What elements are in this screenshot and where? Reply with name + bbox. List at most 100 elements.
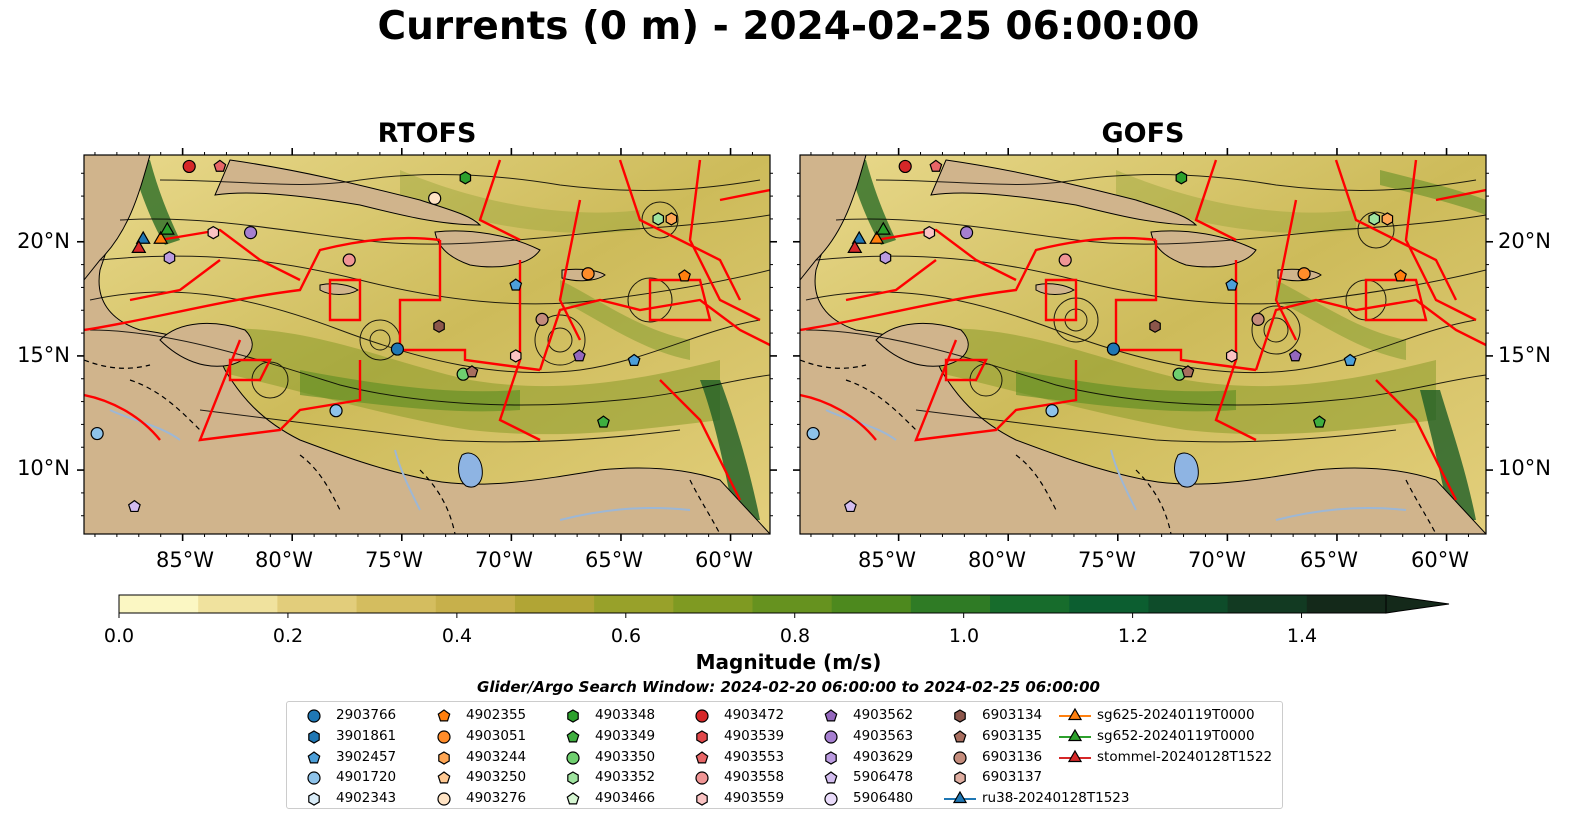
- colorbar-segment: [1148, 595, 1229, 613]
- legend-shape: [824, 792, 838, 806]
- glider-marker: [875, 221, 891, 235]
- float-marker: [1045, 404, 1059, 418]
- lon-labels-gofs: 85°W 80°W 75°W 70°W 65°W 60°W: [858, 548, 1469, 572]
- float-marker: [1181, 365, 1195, 378]
- colorbar-frame: [118, 594, 1387, 614]
- glider-marker: [131, 239, 147, 253]
- glider-marker: [847, 239, 863, 253]
- land-central-america: [84, 155, 770, 534]
- legend-label: 4903349: [595, 727, 656, 744]
- float-marker: [1175, 171, 1188, 185]
- panel-title-gofs: GOFS: [1101, 118, 1185, 149]
- colorbar-segment: [277, 595, 358, 613]
- legend-label: 4902343: [336, 790, 397, 807]
- legend-marker-icon: [567, 771, 579, 786]
- legend-label: 4903051: [466, 727, 527, 744]
- lat-tick-label: 15°N: [1498, 343, 1551, 367]
- legend-shape: [567, 771, 579, 786]
- legend-label: 2903766: [336, 707, 397, 723]
- colorbar-segment: [198, 595, 278, 613]
- legend-label: 4903352: [595, 769, 656, 786]
- float-markers: [90, 159, 1407, 513]
- colorbar-tick-label: 0.0: [104, 625, 134, 647]
- float-marker: [1058, 253, 1072, 267]
- lon-tick-label: 80°W: [255, 548, 313, 572]
- legend-marker-icon: [825, 750, 837, 765]
- legend-shape: [953, 750, 967, 765]
- lon-tick-label: 85°W: [858, 548, 916, 572]
- colorbar-segment: [1069, 595, 1149, 613]
- legend-label: 6903134: [982, 707, 1043, 723]
- legend-shape: [307, 771, 321, 785]
- legend-marker-icon: [953, 750, 967, 765]
- legend-shape: [953, 730, 967, 743]
- axis-ticks: [77, 148, 1493, 541]
- float-marker: [572, 349, 586, 362]
- legend-triangle: [1067, 707, 1083, 721]
- colorbar-tick-label: 1.0: [949, 625, 979, 647]
- float-marker: [342, 253, 356, 267]
- colorbar-tick-label: 0.6: [611, 625, 641, 647]
- legend-marker-icon: [438, 750, 450, 765]
- panel-title-rtofs: RTOFS: [377, 118, 477, 149]
- land-cuba: [930, 159, 1198, 226]
- land-honduras-bulge: [875, 322, 969, 367]
- float-marker: [163, 251, 176, 265]
- legend-label: sg625-20240119T0000: [1097, 707, 1255, 723]
- lon-tick-label: 75°W: [1078, 548, 1136, 572]
- float-marker: [678, 269, 691, 282]
- legend-marker-icon: [437, 730, 451, 744]
- lon-tick-label: 65°W: [585, 548, 643, 572]
- legend-label: sg652-20240119T0000: [1097, 727, 1255, 744]
- streamlines: [805, 174, 1486, 443]
- lon-tick-label: 70°W: [475, 548, 533, 572]
- lat-tick-label: 10°N: [17, 456, 70, 480]
- legend-marker-icon: [307, 709, 321, 723]
- legend-shape: [307, 750, 321, 764]
- float-marker: [959, 226, 974, 240]
- eez-boundaries: [84, 159, 770, 501]
- lat-tick-label: 15°N: [17, 343, 70, 367]
- figure-title: Currents (0 m) - 2024-02-25 06:00:00: [377, 4, 1200, 49]
- legend-marker-icon: [1059, 728, 1091, 741]
- lat-tick-label: 20°N: [1498, 229, 1551, 253]
- streamlines: [89, 174, 770, 443]
- legend-marker-icon: [695, 709, 709, 723]
- legend-marker-icon: [695, 771, 709, 785]
- colorbar-segment: [514, 595, 595, 613]
- legend-shape: [824, 709, 838, 722]
- colorbar-segment: [831, 595, 912, 613]
- legend-marker-icon: [696, 730, 708, 744]
- legend-label: 4903244: [466, 748, 527, 765]
- legend-shape: [825, 750, 837, 765]
- legend-label: 4903348: [595, 707, 656, 723]
- float-marker: [213, 159, 227, 172]
- legend-marker-icon: [824, 730, 838, 744]
- float-marker: [535, 312, 549, 326]
- lat-labels-right: 20°N 15°N 10°N: [1498, 229, 1551, 480]
- float-marker: [390, 342, 405, 356]
- legend-label: 3902457: [336, 748, 397, 765]
- legend-label: 4901720: [336, 769, 397, 786]
- search-window-text: Glider/Argo Search Window: 2024-02-20 06…: [477, 678, 1100, 696]
- colorbar-label: Magnitude (m/s): [695, 650, 882, 674]
- legend-shape: [954, 771, 966, 786]
- float-marker: [1381, 212, 1394, 226]
- colorbar-tick-label: 0.8: [780, 625, 810, 647]
- legend-marker-icon: [953, 730, 967, 743]
- float-marker: [1313, 415, 1326, 428]
- legend-label: 5906478: [853, 769, 914, 786]
- legend-shape: [824, 771, 838, 784]
- float-marker: [806, 426, 820, 441]
- legend-shape: [437, 709, 451, 722]
- land-cuba: [214, 159, 482, 226]
- glider-marker: [135, 230, 151, 244]
- float-marker: [1288, 349, 1302, 362]
- lat-tick-label: 20°N: [17, 229, 70, 253]
- country-borders: [800, 359, 1437, 534]
- country-borders: [84, 359, 721, 534]
- legend-shape: [308, 792, 320, 806]
- legend-shape: [695, 750, 709, 764]
- legend-marker-icon: [696, 792, 708, 806]
- colorbar-segment: [356, 595, 437, 613]
